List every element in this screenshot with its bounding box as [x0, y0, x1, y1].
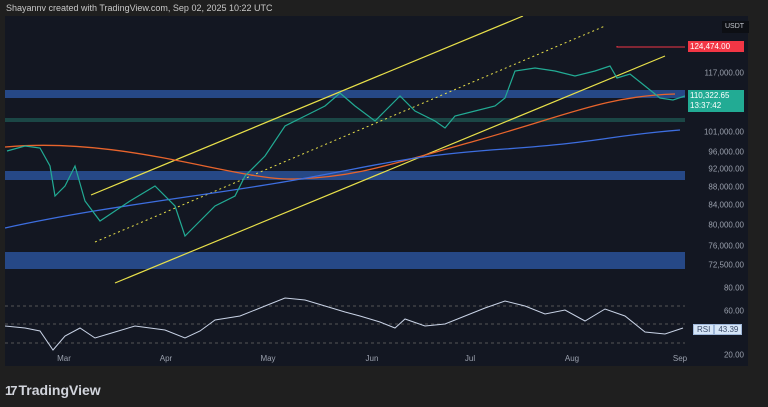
rsi-y-label: 80.00	[723, 283, 744, 293]
chart-frame[interactable]: USDT 124,474.00 117,000.00 110,322.65 13…	[5, 16, 749, 366]
currency-label[interactable]: USDT	[722, 21, 749, 33]
rsi-y-label: 60.00	[723, 306, 744, 316]
chart-header: Shayannv created with TradingView.com, S…	[6, 3, 273, 13]
x-label: Sep	[672, 354, 688, 363]
price-axis[interactable]: USDT 124,474.00 117,000.00 110,322.65 13…	[685, 16, 749, 366]
x-label: May	[260, 354, 276, 363]
last-price: 110,322.65	[690, 91, 730, 100]
y-label: 101,000.00	[703, 127, 744, 137]
y-label: 92,000.00	[708, 164, 744, 174]
ma-blue	[5, 129, 681, 229]
green-zone	[5, 118, 685, 122]
rsi-y-label: 20.00	[723, 350, 744, 360]
tradingview-logo[interactable]: 17 TradingView	[5, 382, 101, 398]
price-line	[6, 65, 685, 238]
channel-mid	[94, 25, 606, 243]
x-label: Jun	[365, 354, 379, 363]
ma-orange	[5, 93, 676, 180]
support-zone-72k	[5, 252, 685, 269]
y-label: 80,000.00	[708, 220, 744, 230]
y-label: 117,000.00	[704, 68, 744, 78]
y-label: 72,500.00	[708, 260, 744, 270]
rsi-value: 43.39	[714, 324, 743, 335]
tradingview-logo-icon: 17	[5, 382, 18, 398]
support-zone-92k	[5, 171, 685, 180]
high-line	[616, 46, 685, 48]
last-price-badge: 110,322.65 13:37:42	[688, 90, 744, 112]
x-label: Apr	[159, 354, 173, 363]
y-label: 88,000.00	[708, 182, 744, 192]
rsi-name: RSI	[693, 324, 715, 335]
x-label: Jul	[464, 354, 476, 363]
countdown: 13:37:42	[690, 101, 722, 110]
channel-lower	[114, 55, 666, 284]
y-label: 96,000.00	[708, 147, 744, 157]
high-price-badge: 124,474.00	[688, 41, 744, 52]
logo-text: TradingView	[18, 382, 101, 398]
y-label: 84,000.00	[708, 200, 744, 210]
chart-canvas[interactable]	[5, 16, 685, 366]
channel-upper	[90, 16, 524, 196]
rsi-badge: RSI 43.39	[693, 324, 743, 335]
y-label: 76,000.00	[708, 241, 744, 251]
resistance-zone	[5, 90, 685, 98]
x-label: Mar	[57, 354, 71, 363]
rsi-line	[5, 297, 684, 351]
x-label: Aug	[564, 354, 580, 363]
